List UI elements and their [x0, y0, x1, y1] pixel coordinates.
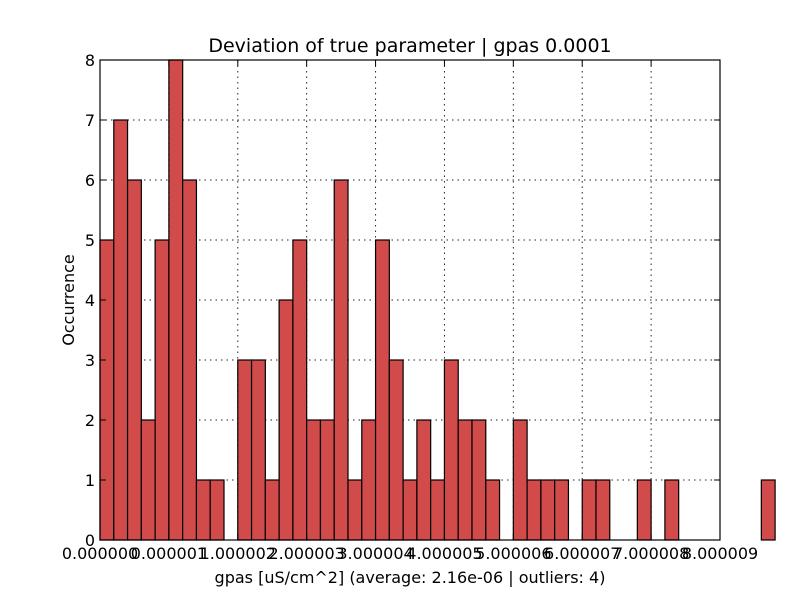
histogram-bar	[402, 479, 418, 541]
histogram-bar	[306, 419, 322, 541]
histogram-bar	[526, 479, 542, 541]
y-tick-label: 0	[85, 531, 95, 550]
histogram-bar	[485, 479, 501, 541]
histogram-bar	[388, 359, 404, 541]
y-tick-label: 8	[85, 51, 95, 70]
histogram-bar	[361, 419, 377, 541]
histogram-bar	[209, 479, 225, 541]
histogram-bar	[471, 419, 487, 541]
y-tick-label: 6	[85, 171, 95, 190]
y-tick-label: 5	[85, 231, 95, 250]
histogram-bar	[457, 419, 473, 541]
x-tick-label: 3.000004	[337, 544, 413, 563]
histogram-bar	[126, 179, 142, 541]
axis-ticks: 0.0000000.0000011.0000022.0000033.000004…	[62, 51, 758, 563]
histogram-bar	[581, 479, 597, 541]
histogram-bar	[430, 479, 446, 541]
y-axis-label: Occurrence	[59, 254, 78, 345]
x-tick-label: 0.000000	[62, 544, 138, 563]
histogram-bar	[237, 359, 253, 541]
y-tick-label: 1	[85, 471, 95, 490]
histogram-bar	[292, 239, 308, 541]
x-tick-label: 8.000009	[682, 544, 758, 563]
x-tick-label: 2.000003	[268, 544, 344, 563]
y-tick-label: 2	[85, 411, 95, 430]
histogram-bar	[554, 479, 570, 541]
histogram-bar	[347, 479, 363, 541]
x-axis-label: gpas [uS/cm^2] (average: 2.16e-06 | outl…	[215, 568, 606, 587]
histogram-bar	[264, 479, 280, 541]
x-tick-label: 7.000008	[613, 544, 689, 563]
histogram-bar	[278, 299, 294, 541]
chart-title: Deviation of true parameter | gpas 0.000…	[208, 35, 611, 57]
histogram-bar	[595, 479, 611, 541]
histogram-bar	[374, 239, 390, 541]
histogram-bar	[140, 419, 156, 541]
histogram-bar	[636, 479, 652, 541]
histogram-bar	[195, 479, 211, 541]
x-tick-label: 4.000005	[406, 544, 482, 563]
histogram-bar	[512, 419, 528, 541]
histogram-bar	[664, 479, 680, 541]
x-tick-label: 5.000006	[475, 544, 551, 563]
histogram-bar	[99, 239, 115, 541]
histogram-bar	[182, 179, 198, 541]
histogram-bar	[250, 359, 266, 541]
histogram-bar	[416, 419, 432, 541]
y-tick-label: 3	[85, 351, 95, 370]
x-tick-label: 1.000002	[200, 544, 276, 563]
x-tick-label: 6.000007	[544, 544, 620, 563]
histogram-bar	[540, 479, 556, 541]
histogram-bar	[333, 179, 349, 541]
y-tick-label: 4	[85, 291, 95, 310]
y-tick-label: 7	[85, 111, 95, 130]
histogram-bar	[113, 119, 129, 541]
histogram-bar	[760, 479, 776, 541]
histogram-bar	[319, 419, 335, 541]
histogram-bar	[443, 359, 459, 541]
x-tick-label: 0.000001	[131, 544, 207, 563]
bars	[99, 59, 776, 541]
histogram-bar	[168, 59, 184, 541]
histogram-bar	[154, 239, 170, 541]
